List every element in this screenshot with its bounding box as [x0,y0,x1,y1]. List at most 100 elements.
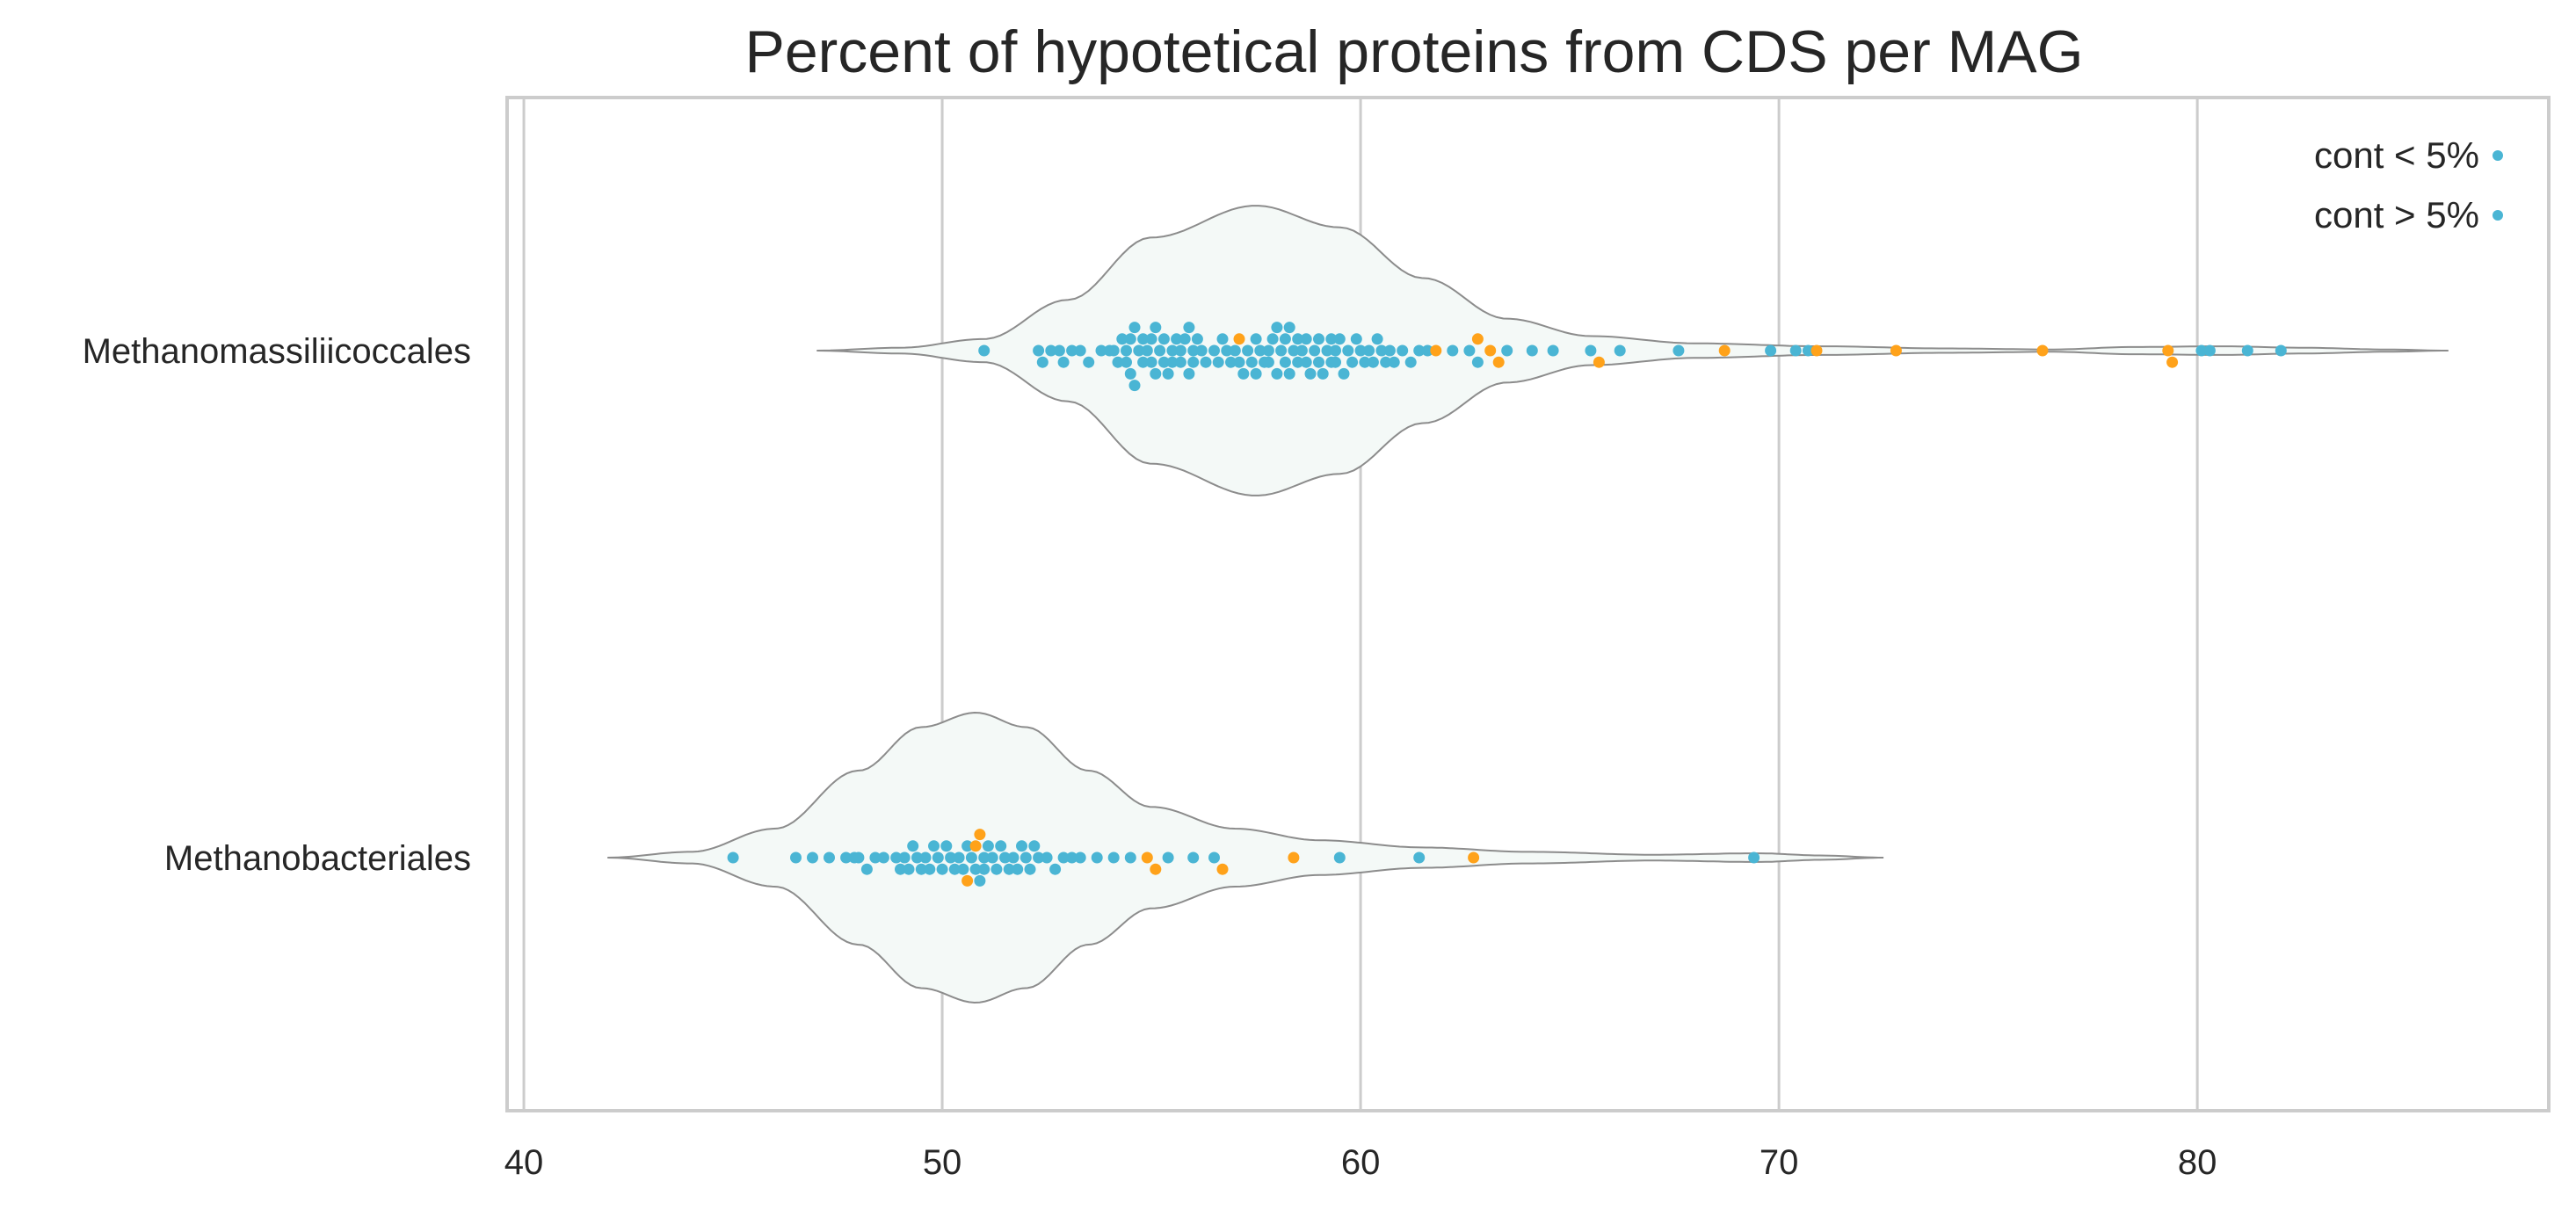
data-point [1216,863,1229,875]
data-point [1162,851,1174,864]
data-point [1383,344,1396,357]
violin [816,205,2449,496]
data-point [1066,344,1078,357]
chart-title: Percent of hypotetical proteins from CDS… [744,18,2083,85]
data-point [1183,322,1195,334]
data-point [1484,344,1497,357]
data-point [974,829,986,841]
data-point [978,344,990,357]
data-point [2241,344,2253,357]
data-point [1216,333,1229,345]
data-point [1057,851,1070,864]
data-point [1275,344,1288,357]
data-point [1212,356,1224,368]
data-point [915,863,927,875]
data-point [1137,356,1150,368]
data-point [1208,851,1220,864]
data-point [1208,344,1220,357]
data-point [1330,344,1341,357]
data-point [945,851,957,864]
data-point [1121,344,1132,357]
data-point [1166,344,1179,357]
data-point [1413,851,1426,864]
data-point [1124,851,1136,864]
data-point [1174,344,1186,357]
data-point [1074,851,1086,864]
data-point [1200,356,1212,368]
data-point [1447,344,1459,357]
data-point [1338,367,1350,380]
data-point [1262,356,1274,368]
data-point [1304,367,1317,380]
data-point [911,851,923,864]
data-point [1157,356,1170,368]
data-point [1309,344,1321,357]
data-point [1810,344,1823,357]
data-point [1033,851,1045,864]
data-point [1157,333,1170,345]
data-point [790,851,802,864]
data-point [1748,851,1760,864]
data-point [1367,356,1379,368]
data-point [953,851,965,864]
data-point [1359,356,1371,368]
swarm-points [727,322,2287,887]
data-point [1121,356,1132,368]
data-point [1471,333,1484,345]
data-point [1890,344,1902,357]
x-tick-labels: 40 50 60 70 80 [504,1143,2217,1182]
data-point [1245,356,1258,368]
data-point [1802,344,1814,357]
data-point [1016,840,1027,852]
data-point [1501,344,1513,357]
data-point [1283,322,1295,334]
data-point [1150,322,1162,334]
data-point [1162,367,1174,380]
data-point [1254,344,1266,357]
legend-label: cont < 5% [2314,134,2479,176]
y-category-label: Methanomassiliicoccales [83,332,471,371]
data-point [1789,344,1802,357]
data-point [1091,851,1103,864]
data-point [1150,863,1162,875]
plot-frame [505,96,2551,1112]
data-point [1593,356,1605,368]
data-point [924,863,936,875]
data-point [1271,322,1283,334]
data-point [1012,863,1024,875]
data-point [1375,344,1388,357]
data-point [932,851,944,864]
y-category-label: Methanobacteriales [164,839,471,878]
data-point [727,851,739,864]
data-point [898,851,911,864]
data-point [1313,356,1324,368]
data-point [1229,344,1241,357]
data-point [1195,344,1208,357]
data-point [1128,380,1141,392]
data-point [1112,356,1124,368]
data-point [1330,356,1341,368]
data-point [877,851,889,864]
data-point [1107,344,1120,357]
data-point [1124,367,1136,380]
data-point [1342,344,1354,357]
data-point [1191,333,1203,345]
data-point [1028,840,1041,852]
data-point [965,851,977,864]
data-point [1288,851,1300,864]
data-point [807,851,818,864]
data-point [824,851,835,864]
data-point [1404,356,1417,368]
data-point [961,874,974,887]
data-point [895,863,906,875]
data-point [1141,851,1153,864]
data-point [1300,333,1312,345]
data-point [986,851,998,864]
data-point [1020,851,1032,864]
data-point [978,863,990,875]
data-point [1250,367,1262,380]
data-point [1346,356,1359,368]
data-point [860,863,873,875]
data-point [919,851,932,864]
data-point [1765,344,1777,357]
